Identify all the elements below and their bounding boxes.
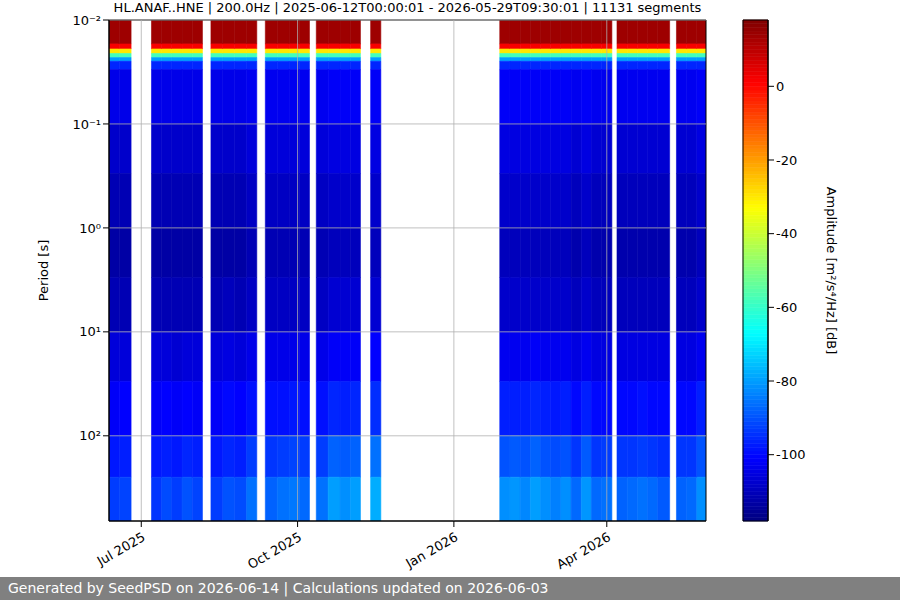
svg-text:Oct 2025: Oct 2025	[245, 529, 304, 572]
svg-text:0: 0	[776, 79, 784, 94]
svg-text:10²: 10²	[79, 428, 101, 443]
svg-text:Apr 2026: Apr 2026	[554, 529, 613, 572]
svg-text:Jan 2026: Jan 2026	[402, 529, 460, 571]
html-text:Generated by SeedPSD on 2026-0: Generated by SeedPSD on 2026-06-14 | Cal…	[8, 580, 549, 596]
svg-text:-60: -60	[776, 300, 797, 315]
svg-text:-40: -40	[776, 226, 797, 241]
svg-text:10⁻¹: 10⁻¹	[72, 117, 101, 132]
svg-text:-80: -80	[776, 374, 797, 389]
svg-text:-20: -20	[776, 153, 797, 168]
html-text:HL.ANAF..HNE | 200.0Hz | 2025-: HL.ANAF..HNE | 200.0Hz | 2025-06-12T00:0…	[113, 0, 702, 15]
svg-text:Period [s]: Period [s]	[36, 240, 51, 302]
svg-text:10⁻²: 10⁻²	[72, 13, 101, 28]
svg-text:Jul 2025: Jul 2025	[94, 529, 148, 569]
svg-text:10¹: 10¹	[79, 324, 101, 339]
svg-text:-100: -100	[776, 447, 806, 462]
svg-text:Amplitude [m²/s⁴/Hz] [dB]: Amplitude [m²/s⁴/Hz] [dB]	[824, 187, 839, 355]
svg-text:10⁰: 10⁰	[79, 221, 101, 236]
